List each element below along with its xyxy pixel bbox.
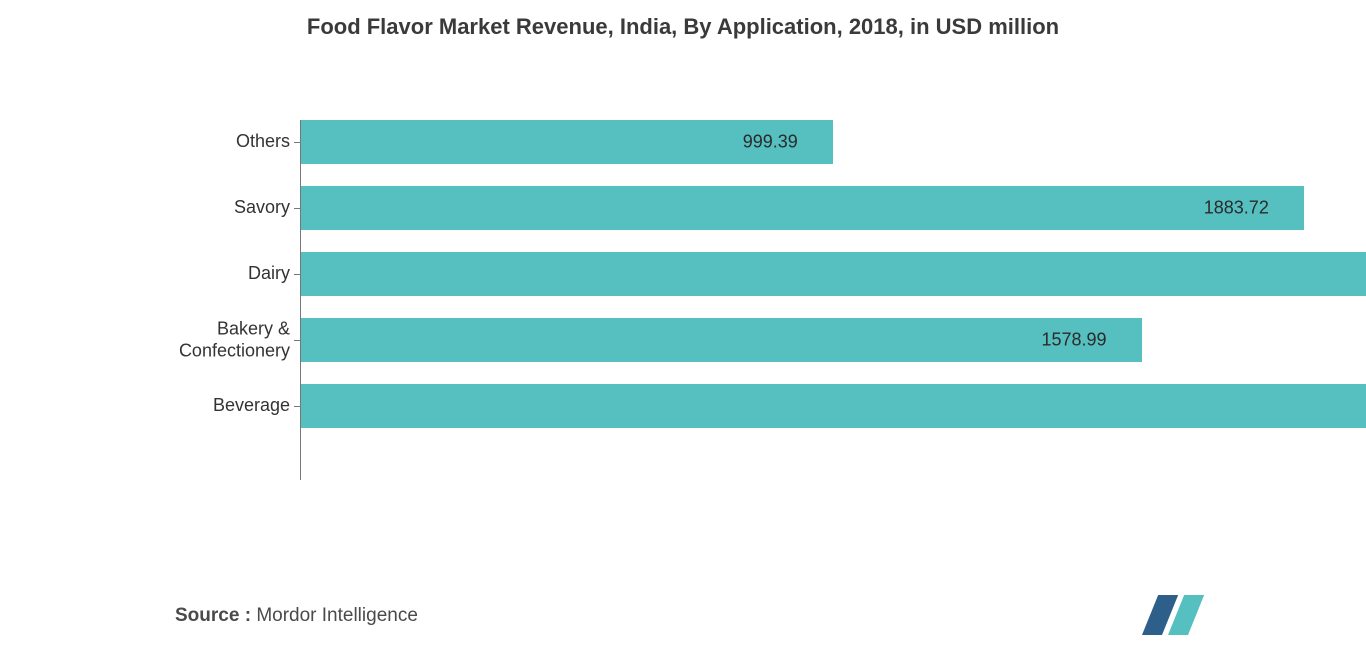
source-attribution: Source : Mordor Intelligence xyxy=(175,605,418,627)
category-label: Savory xyxy=(10,197,300,219)
bar xyxy=(301,318,1142,362)
source-text: Mordor Intelligence xyxy=(256,605,418,626)
chart-plot-area: Others999.39 Savory1883.72 Dairy Bakery & C… xyxy=(300,120,1366,480)
chart-title: Food Flavor Market Revenue, India, By Ap… xyxy=(0,14,1366,40)
bar-row: Others999.39 xyxy=(300,120,1366,164)
bar-value-label: 999.39 xyxy=(743,132,798,153)
bar-row: Bakery & Confectionery1578.99 xyxy=(300,318,1366,362)
bar-row: Beverage xyxy=(300,384,1366,428)
bar xyxy=(301,252,1366,296)
source-label: Source : xyxy=(175,605,251,626)
category-label: Dairy xyxy=(10,263,300,285)
bar xyxy=(301,186,1304,230)
category-label: Beverage xyxy=(10,395,300,417)
category-label: Bakery & Confectionery xyxy=(10,318,300,361)
bar xyxy=(301,384,1366,428)
bar-value-label: 1578.99 xyxy=(1042,330,1107,351)
bar-row: Dairy xyxy=(300,252,1366,296)
category-label: Others xyxy=(10,131,300,153)
bar-row: Savory1883.72 xyxy=(300,186,1366,230)
mordor-logo xyxy=(1134,595,1196,635)
bar-value-label: 1883.72 xyxy=(1204,198,1269,219)
